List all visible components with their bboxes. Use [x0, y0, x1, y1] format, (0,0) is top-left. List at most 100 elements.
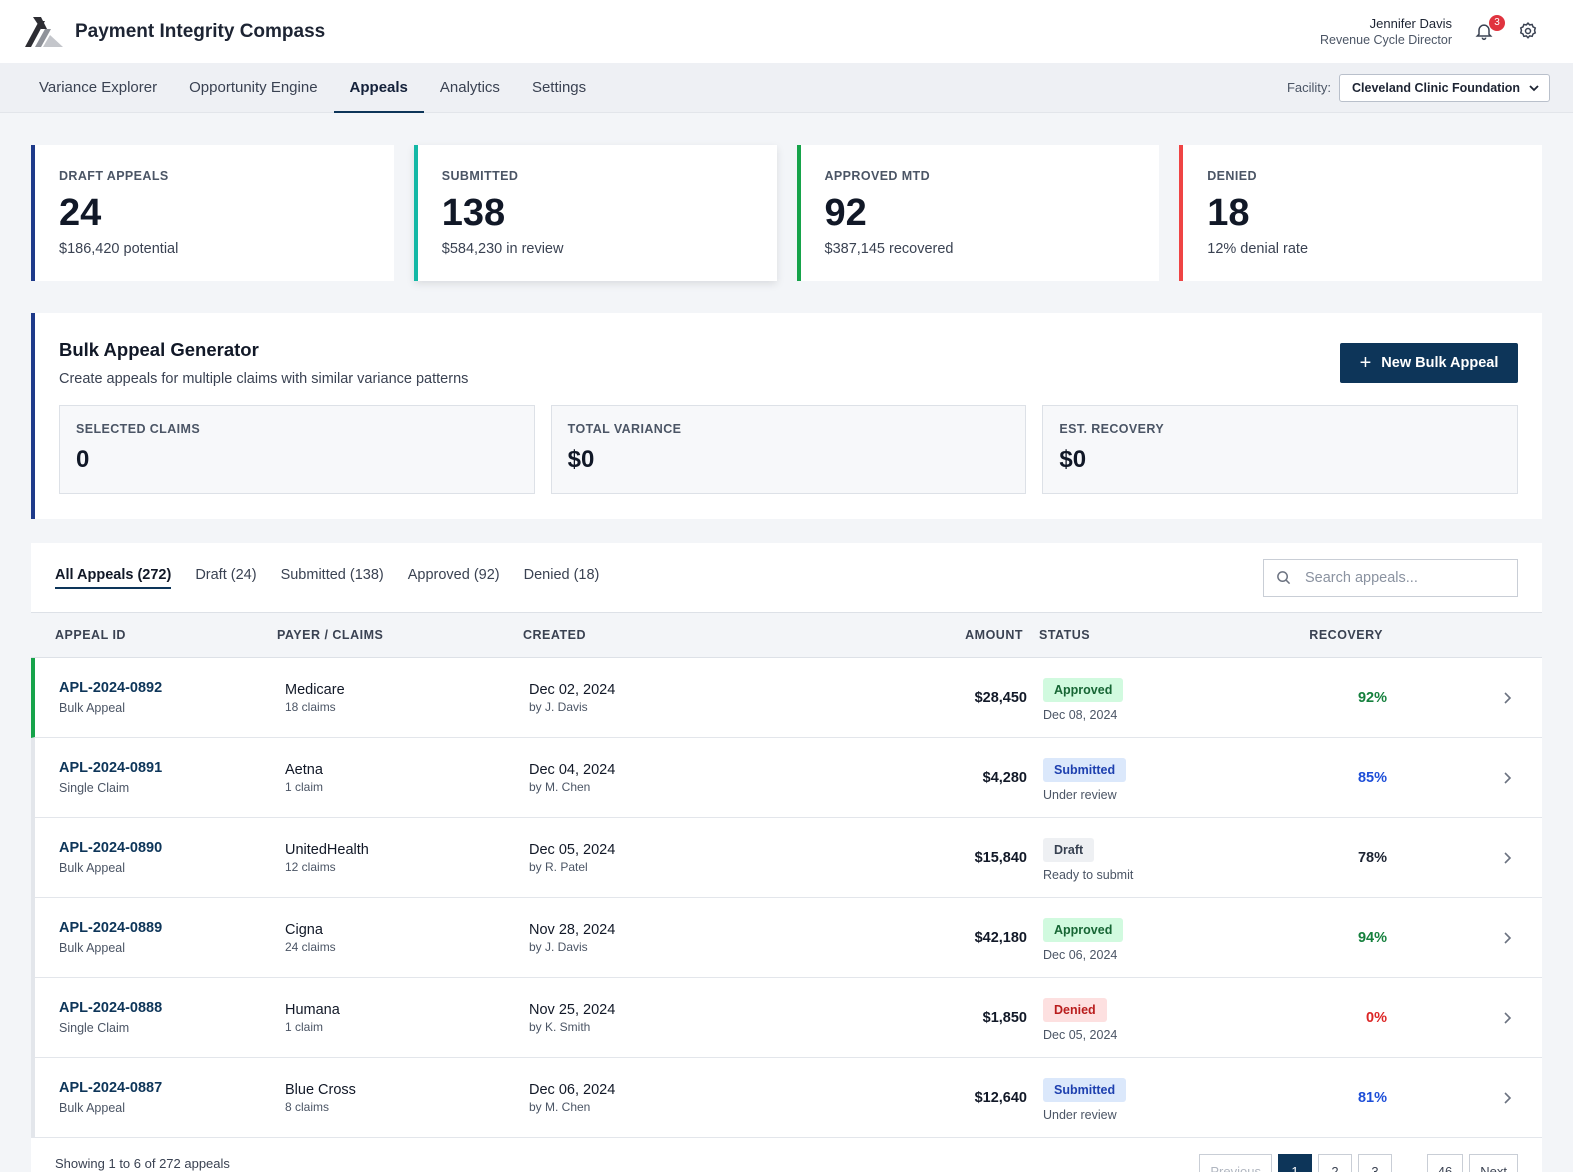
table-row[interactable]: APL-2024-0888 Single Claim Humana 1 claim No… [31, 978, 1542, 1058]
pagination-ellipsis: ... [1403, 1163, 1415, 1172]
payer-name: Blue Cross [285, 1081, 356, 1098]
filter-tab-all[interactable]: All Appeals (272) [55, 567, 172, 589]
amount-value: $28,450 [974, 689, 1027, 706]
page-button-last[interactable]: 46 [1426, 1154, 1464, 1172]
header-payer-claims[interactable]: PAYER / CLAIMS [277, 628, 384, 642]
settings-button[interactable] [1518, 21, 1540, 43]
header-appeal-id[interactable]: APPEAL ID [55, 628, 126, 642]
row-open-button[interactable] [1387, 691, 1542, 705]
bulk-stat-label: SELECTED CLAIMS [76, 422, 201, 436]
amount-value: $12,640 [974, 1089, 1027, 1106]
kpi-value: 24 [59, 192, 102, 234]
recovery-percent: 0% [1366, 1009, 1387, 1026]
notifications-button[interactable]: 3 [1474, 14, 1505, 43]
row-open-button[interactable] [1387, 771, 1542, 785]
table-row[interactable]: APL-2024-0891 Single Claim Aetna 1 claim Dec… [31, 738, 1542, 818]
appeal-type: Bulk Appeal [59, 1101, 126, 1115]
row-open-button[interactable] [1387, 1011, 1542, 1025]
recovery-cell: 0% [1237, 1009, 1387, 1027]
new-bulk-appeal-label: New Bulk Appeal [1381, 355, 1499, 371]
created-date: Nov 25, 2024 [529, 1001, 616, 1018]
amount-value: $1,850 [982, 1009, 1027, 1026]
row-open-button[interactable] [1387, 1091, 1542, 1105]
recovery-percent: 94% [1357, 929, 1387, 946]
appeal-id-link[interactable]: APL-2024-0889 [59, 920, 163, 936]
header-recovery[interactable]: RECOVERY [1309, 628, 1383, 642]
table-row[interactable]: APL-2024-0887 Bulk Appeal Blue Cross 8 clai… [31, 1058, 1542, 1138]
status-cell: Draft Ready to submit [1027, 834, 1237, 882]
filter-tab-draft[interactable]: Draft (24) [195, 566, 257, 583]
search-input[interactable]: Search appeals... [1263, 558, 1518, 597]
appeal-type: Bulk Appeal [59, 941, 126, 955]
status-detail: Dec 08, 2024 [1043, 707, 1118, 722]
chevron-right-icon [1504, 1091, 1512, 1104]
table-row[interactable]: APL-2024-0889 Bulk Appeal Cigna 24 claims No… [31, 898, 1542, 978]
claims-count: 1 claim [285, 1019, 324, 1034]
bulk-stat-total-variance: TOTAL VARIANCE $0 [550, 405, 1027, 494]
row-open-button[interactable] [1387, 931, 1542, 945]
amount-cell: $28,450 [873, 689, 1027, 707]
payer-name: Medicare [285, 681, 345, 698]
status-badge: Approved [1043, 677, 1124, 702]
kpi-value: 18 [1207, 192, 1250, 234]
bulk-appeal-generator: Bulk Appeal Generator Create appeals for… [31, 313, 1542, 519]
kpi-cards: DRAFT APPEALS 24 $186,420 potential SUBM… [0, 113, 1573, 281]
tab-variance-explorer[interactable]: Variance Explorer [39, 79, 158, 96]
filter-tab-submitted[interactable]: Submitted (138) [280, 566, 384, 583]
appeal-id-link[interactable]: APL-2024-0887 [59, 1080, 163, 1096]
appeal-type: Single Claim [59, 781, 130, 795]
kpi-card-denied[interactable]: DENIED 18 12% denial rate [1179, 145, 1542, 281]
payer-cell: Medicare 18 claims [281, 682, 527, 714]
new-bulk-appeal-button[interactable]: + New Bulk Appeal [1340, 343, 1518, 383]
created-cell: Nov 25, 2024 by K. Smith [527, 1002, 873, 1034]
appeals-table-card: All Appeals (272) Draft (24) Submitted (… [31, 543, 1542, 1172]
tab-settings[interactable]: Settings [531, 79, 587, 96]
kpi-card-approved[interactable]: APPROVED MTD 92 $387,145 recovered [796, 145, 1160, 281]
header-created[interactable]: CREATED [523, 628, 586, 642]
previous-page-button[interactable]: Previous [1199, 1154, 1272, 1172]
page-button-1[interactable]: 1 [1277, 1154, 1312, 1172]
bulk-stat-value: $0 [567, 446, 595, 473]
appeal-id-link[interactable]: APL-2024-0891 [59, 760, 163, 776]
appeal-id-cell: APL-2024-0889 Bulk Appeal [35, 920, 281, 955]
header-amount[interactable]: AMOUNT [965, 628, 1023, 642]
row-open-button[interactable] [1387, 851, 1542, 865]
kpi-card-submitted[interactable]: SUBMITTED 138 $584,230 in review [413, 145, 777, 281]
search-icon [1277, 571, 1291, 585]
table-row[interactable]: APL-2024-0892 Bulk Appeal Medicare 18 claim… [31, 658, 1542, 738]
filter-tab-denied[interactable]: Denied (18) [523, 566, 600, 583]
status-badge: Approved [1043, 917, 1124, 942]
app-title: Payment Integrity Compass [75, 20, 326, 42]
created-date: Dec 05, 2024 [529, 841, 616, 858]
filter-tab-approved[interactable]: Approved (92) [407, 566, 500, 583]
created-cell: Dec 06, 2024 by M. Chen [527, 1082, 873, 1114]
appeal-id-link[interactable]: APL-2024-0890 [59, 840, 163, 856]
recovery-cell: 78% [1237, 849, 1387, 867]
next-page-button[interactable]: Next [1469, 1154, 1518, 1172]
header-status[interactable]: STATUS [1039, 628, 1091, 642]
claims-count: 18 claims [285, 699, 336, 714]
created-date: Dec 04, 2024 [529, 761, 616, 778]
bulk-stat-label: EST. RECOVERY [1059, 422, 1165, 436]
status-cell: Submitted Under review [1027, 754, 1237, 802]
main-nav: Variance Explorer Opportunity Engine App… [0, 63, 1573, 113]
appeal-id-cell: APL-2024-0890 Bulk Appeal [35, 840, 281, 875]
kpi-card-draft[interactable]: DRAFT APPEALS 24 $186,420 potential [31, 145, 394, 281]
tab-appeals[interactable]: Appeals [333, 63, 425, 113]
status-badge: Submitted [1043, 1077, 1127, 1102]
user-profile[interactable]: Jennifer Davis Revenue Cycle Director [1320, 16, 1452, 48]
created-by: by M. Chen [529, 1099, 591, 1114]
tab-analytics[interactable]: Analytics [439, 79, 500, 96]
page-button-3[interactable]: 3 [1357, 1154, 1392, 1172]
facility-select[interactable]: Cleveland Clinic Foundation [1339, 73, 1550, 102]
chevron-right-icon [1504, 771, 1512, 784]
search-placeholder: Search appeals... [1305, 569, 1418, 586]
tab-opportunity-engine[interactable]: Opportunity Engine [189, 79, 318, 96]
appeal-id-link[interactable]: APL-2024-0888 [59, 1000, 163, 1016]
appeal-id-link[interactable]: APL-2024-0892 [59, 680, 163, 696]
claims-count: 8 claims [285, 1099, 330, 1114]
bulk-stat-label: TOTAL VARIANCE [567, 422, 682, 436]
table-row[interactable]: APL-2024-0890 Bulk Appeal UnitedHealth 12 c… [31, 818, 1542, 898]
user-name: Jennifer Davis [1369, 15, 1452, 31]
page-button-2[interactable]: 2 [1317, 1154, 1352, 1172]
